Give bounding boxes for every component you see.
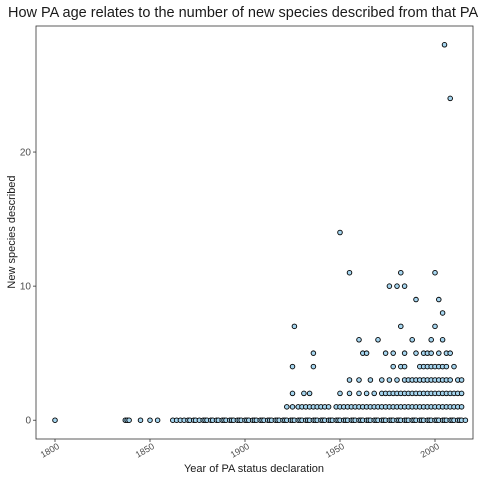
data-point — [284, 404, 290, 410]
data-point — [52, 417, 58, 423]
data-point — [428, 337, 434, 343]
data-point — [398, 323, 404, 330]
data-point — [458, 377, 465, 383]
data-point — [413, 296, 419, 303]
data-point — [379, 377, 385, 383]
data-point — [363, 350, 370, 356]
data-point — [382, 350, 389, 356]
data-point — [458, 404, 465, 410]
y-axis: 0 10 20 — [20, 148, 36, 427]
data-point — [398, 269, 404, 276]
data-point — [356, 377, 362, 383]
data-point — [363, 390, 370, 397]
data-point — [390, 363, 396, 370]
y-tick-label: 20 — [20, 148, 32, 159]
x-tick-label: 2000 — [419, 441, 441, 460]
data-point — [439, 310, 446, 316]
data-point — [325, 404, 332, 410]
data-point — [289, 404, 296, 410]
data-point — [447, 377, 453, 383]
data-point — [346, 390, 353, 397]
data-point — [436, 296, 442, 303]
x-axis-label: Year of PA status declaration — [184, 463, 324, 475]
data-point — [439, 337, 446, 343]
data-point — [291, 323, 298, 330]
data-point — [386, 283, 393, 289]
data-point — [356, 337, 362, 343]
data-point — [346, 377, 353, 383]
data-point — [289, 390, 296, 397]
data-point — [386, 377, 393, 383]
data-point — [432, 323, 438, 330]
data-point — [390, 350, 396, 356]
data-point — [451, 363, 457, 370]
data-point — [154, 417, 161, 423]
data-point — [428, 350, 434, 356]
data-point — [443, 363, 450, 370]
data-point — [432, 269, 438, 276]
data-point — [147, 417, 153, 423]
data-point — [126, 417, 132, 423]
data-point — [310, 363, 317, 370]
x-tick-label: 1850 — [134, 441, 156, 460]
y-tick-label: 10 — [20, 282, 32, 293]
data-point — [401, 283, 408, 289]
data-point — [346, 269, 353, 276]
data-point — [447, 95, 453, 102]
data-points — [52, 42, 469, 423]
chart-title: How PA age relates to the number of new … — [8, 5, 478, 21]
data-point — [337, 229, 343, 236]
x-axis: 1800 1850 1900 1950 2000 — [39, 439, 441, 460]
x-tick-label: 1800 — [39, 441, 61, 460]
data-point — [447, 350, 453, 356]
data-point — [436, 350, 442, 356]
y-axis-label: New species described — [6, 175, 18, 288]
data-point — [409, 337, 415, 343]
data-point — [441, 42, 448, 48]
data-point — [462, 417, 469, 423]
data-point — [394, 283, 400, 289]
x-tick-label: 1900 — [229, 441, 251, 460]
data-point — [337, 390, 343, 397]
data-point — [458, 390, 465, 397]
data-point — [367, 377, 374, 383]
data-point — [301, 390, 307, 397]
data-point — [401, 350, 408, 356]
x-tick-label: 1950 — [324, 441, 346, 460]
data-point — [401, 363, 408, 370]
data-point — [413, 350, 419, 356]
data-point — [137, 417, 144, 423]
y-tick-label: 0 — [25, 416, 31, 427]
data-point — [371, 390, 377, 397]
data-point — [310, 350, 317, 356]
data-point — [306, 390, 313, 397]
data-point — [375, 337, 381, 343]
plot-panel — [35, 25, 474, 440]
data-point — [394, 377, 400, 383]
data-point — [289, 363, 296, 370]
data-point — [356, 390, 362, 397]
